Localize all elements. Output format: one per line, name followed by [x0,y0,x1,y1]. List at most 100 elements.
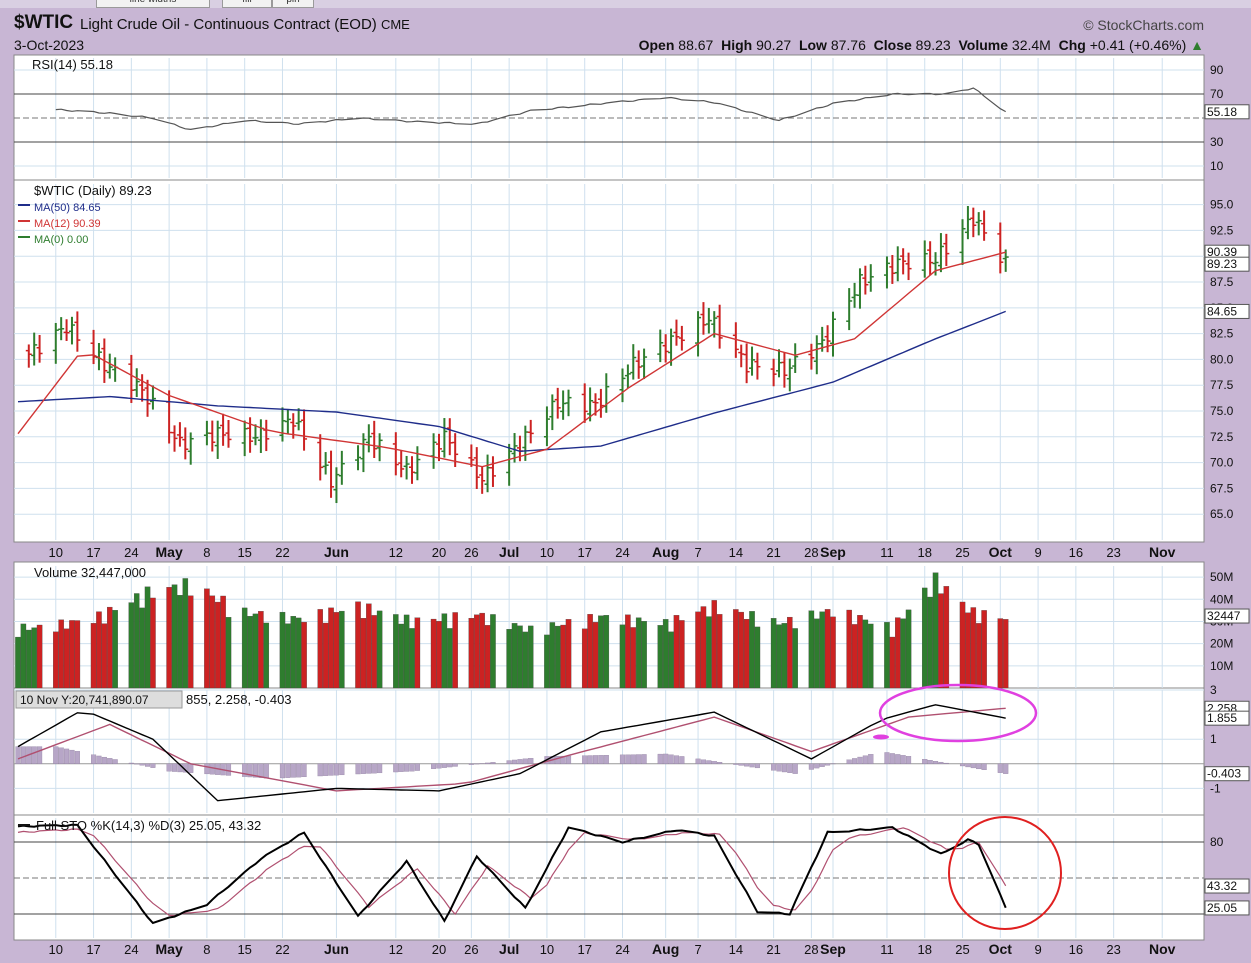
macd-histogram-bar [506,760,512,764]
macd-histogram-bar [1003,763,1009,774]
macd-histogram-bar [447,763,453,768]
x-tick-label: 22 [275,942,289,957]
volume-bar [403,614,410,689]
volume-bar [716,614,723,689]
macd-histogram-bar [819,763,825,767]
tab-pin[interactable]: pin [272,0,314,8]
macd-histogram-bar [436,763,442,769]
volume-bar [409,628,415,689]
macd-histogram-bar [603,755,609,764]
macd-histogram-bar [285,763,291,778]
volume-bar [981,610,987,689]
legend-ma0: MA(0) 0.00 [34,234,88,246]
volume-bar [58,619,64,689]
volume-bar [53,631,59,689]
macd-histogram-bar [371,763,377,774]
macd-tooltip: 10 Nov Y:20,741,890.07 [20,693,149,707]
volume-bar [635,617,642,689]
macd-histogram-bar [695,758,701,764]
volume-bar [1002,619,1009,689]
volume-bar [598,615,604,689]
volume-bar [921,587,928,689]
rsi-title: RSI(14) 55.18 [32,57,113,72]
macd-histogram-bar [981,763,987,771]
volume-bar [484,625,491,689]
price-last-value-box [1204,256,1250,272]
macd-histogram-bar [657,753,663,764]
volume-bar [884,622,890,689]
volume-bar [285,623,291,689]
x-tick-label: 9 [1034,942,1041,957]
sto-k-last-value: 25.05 [1207,901,1237,915]
volume-bar [625,614,631,689]
rsi-last-value: 55.18 [1207,105,1237,119]
x-tick-label: Jul [499,941,519,957]
volume-bar [133,593,140,689]
volume-bar [549,622,556,689]
macd-histogram-bar [150,763,156,768]
volume-bar [107,606,113,689]
x-tick-label: 8 [203,545,210,560]
macd-histogram-bar [943,762,949,764]
volume-bar [673,615,680,689]
volume-bar [112,610,118,689]
chart-header: $WTIC Light Crude Oil - Continuous Contr… [14,12,1204,54]
volume-bar [317,609,323,689]
x-tick-label: 15 [237,545,251,560]
volume-bar [290,616,297,689]
macd-histogram-bar [976,763,982,770]
macd-histogram-bar [663,753,669,764]
symbol-title: $WTIC [14,12,74,33]
x-tick-label: 17 [86,942,100,957]
x-tick-label: 24 [615,942,629,957]
volume-bar [938,593,944,689]
volume-bar [101,623,108,689]
macd-histogram-bar [528,758,534,764]
macd-histogram-bar [625,754,631,764]
volume-bar [15,636,21,689]
x-tick-label: 24 [615,545,629,560]
price-last-value: 89.23 [1207,257,1237,271]
volume-bar [706,616,712,689]
macd-title: 855, 2.258, -0.403 [186,692,292,707]
x-tick-label: Jun [324,544,349,560]
x-tick-label: Oct [989,544,1013,560]
macd-histogram-bar [263,763,269,779]
volume-bar [139,607,145,689]
volume-bar [204,588,210,689]
x-tick-label: 7 [694,545,701,560]
x-tick-label: 14 [729,545,743,560]
sto-d-last-value-box [1204,878,1250,894]
volume-bar [889,636,896,689]
macd-hist-last-value: -0.403 [1207,767,1241,781]
macd-histogram-bar [74,751,80,764]
macd-histogram-bar [582,755,588,764]
volume-bar [830,616,836,689]
price-title: $WTIC (Daily) 89.23 [34,183,152,198]
macd-histogram-bar [58,747,64,764]
tab-fill[interactable]: fill [222,0,272,8]
macd-histogram-bar [20,746,26,764]
volume-bar [943,586,950,689]
volume-bar [366,603,372,689]
macd-histogram-bar [296,763,302,778]
x-tick-label: 10 [49,942,63,957]
tab-line-widths[interactable]: line widths [96,0,210,8]
volume-bar [679,620,685,689]
macd-last-value-box [1204,710,1250,726]
ma50-last-value-box [1204,303,1250,319]
toolbar-strip: line widths fill pin [0,0,1251,8]
y-tick-label: 70 [1210,87,1224,101]
volume-bar [177,595,183,689]
volume-bar [662,619,669,689]
macd-histogram-bar [711,761,717,764]
x-tick-label: 10 [540,545,554,560]
volume-bar [959,601,966,689]
macd-histogram-bar [565,755,572,764]
volume-bar [339,610,345,689]
volume-bar [554,625,561,689]
macd-histogram-bar [398,763,404,772]
macd-last-value: 1.855 [1207,711,1237,725]
x-tick-label: 10 [540,942,554,957]
volume-bar [333,612,340,689]
